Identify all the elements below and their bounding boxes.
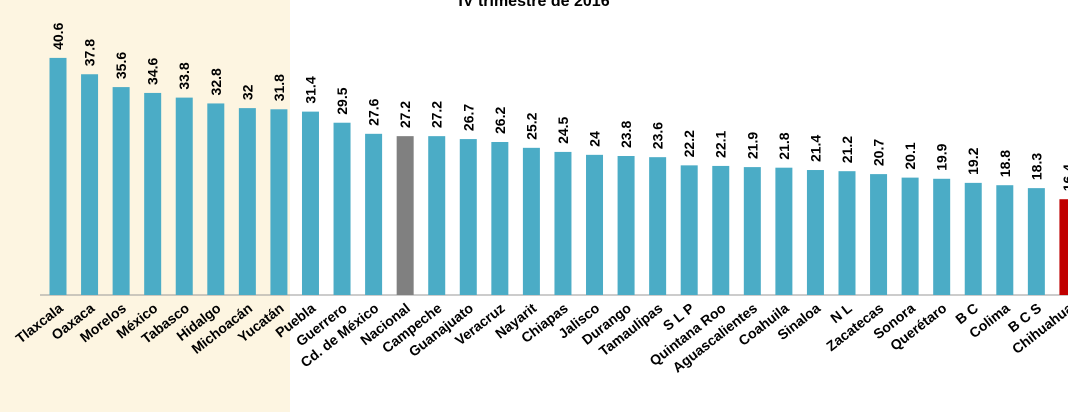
bar [649, 157, 667, 295]
value-label: 32 [239, 84, 255, 100]
value-label: 18.8 [997, 150, 1013, 177]
value-label: 27.2 [397, 101, 413, 128]
value-label: 40.6 [50, 22, 66, 49]
value-label: 26.7 [460, 104, 476, 131]
bar [365, 133, 383, 295]
bar [586, 154, 604, 295]
bar [996, 185, 1014, 295]
bar [81, 74, 99, 295]
value-label: 21.9 [744, 132, 760, 159]
value-label: 23.8 [618, 121, 634, 148]
bar [554, 151, 572, 295]
bar [522, 147, 540, 295]
value-label: 21.8 [776, 132, 792, 159]
bar [144, 92, 162, 295]
bar [964, 182, 982, 295]
bar [112, 87, 130, 295]
bar [933, 178, 951, 295]
bar [838, 171, 856, 295]
value-label: 18.3 [1028, 153, 1044, 180]
value-label: 25.2 [523, 112, 539, 139]
value-label: 21.2 [839, 136, 855, 163]
value-label: 21.4 [807, 135, 823, 162]
value-label: 27.2 [429, 101, 445, 128]
value-label: 22.2 [681, 130, 697, 157]
bar [1059, 199, 1068, 295]
bar [712, 165, 730, 295]
value-label: 34.6 [145, 57, 161, 84]
bar [617, 156, 635, 295]
bar [743, 167, 761, 295]
bar [49, 57, 67, 296]
value-label: 20.1 [902, 142, 918, 169]
value-label: 22.1 [713, 130, 729, 157]
bar [175, 97, 193, 295]
value-label: 23.6 [650, 122, 666, 149]
bar [301, 111, 319, 296]
value-label: 37.8 [82, 39, 98, 66]
bar [207, 103, 225, 295]
bar [428, 136, 446, 295]
bar [901, 177, 919, 295]
value-label: 32.8 [208, 68, 224, 95]
value-label: 19.9 [934, 143, 950, 170]
bar [680, 165, 698, 295]
value-label: 35.6 [113, 52, 129, 79]
value-label: 31.4 [302, 76, 318, 103]
bar [333, 122, 351, 295]
value-label: 26.2 [492, 107, 508, 134]
chart-title: IV trimestre de 2016 [458, 0, 609, 10]
value-label: 24.5 [555, 116, 571, 143]
value-label: 27.6 [366, 98, 382, 125]
bar [775, 167, 793, 295]
value-label: 16.4 [1060, 164, 1068, 191]
bar [270, 109, 288, 296]
bar [459, 139, 477, 295]
value-label: 33.8 [176, 62, 192, 89]
bar [238, 108, 256, 296]
value-label: 31.8 [271, 74, 287, 101]
value-label: 24 [587, 131, 603, 147]
value-label: 19.2 [965, 147, 981, 174]
bar [491, 141, 509, 295]
bar [806, 170, 824, 295]
bar [1027, 188, 1045, 295]
bar [396, 136, 414, 295]
value-label: 29.5 [334, 87, 350, 114]
value-label: 20.7 [871, 139, 887, 166]
bar [870, 174, 888, 295]
